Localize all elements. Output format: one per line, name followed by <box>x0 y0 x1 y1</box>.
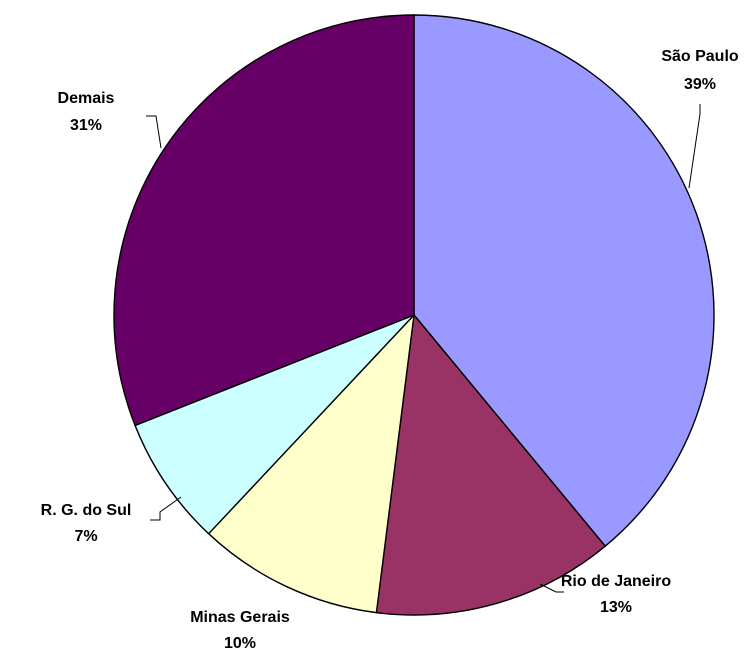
slice-label-minas-gerais: Minas Gerais <box>190 609 290 626</box>
pie-slice-rio-de-janeiro <box>375 313 607 616</box>
leader-lines <box>146 104 701 593</box>
leader-line-r-g-do-sul <box>150 496 182 521</box>
slice-percent-sao-paulo: 39% <box>684 76 716 93</box>
slice-percent-demais: 31% <box>70 117 102 134</box>
slice-label-sao-paulo: São Paulo <box>661 48 739 65</box>
slice-labels: São Paulo 39% Rio de Janeiro 13% Minas Gerai… <box>41 48 739 651</box>
slice-label-demais: Demais <box>58 90 115 107</box>
pie-slices <box>113 14 715 616</box>
slice-percent-rio-de-janeiro: 13% <box>600 599 632 616</box>
pie-slice-r-g-do-sul <box>134 314 415 535</box>
slice-percent-minas-gerais: 10% <box>224 635 256 651</box>
leader-line-rio-de-janeiro <box>539 583 564 593</box>
slice-label-r-g-do-sul: R. G. do Sul <box>41 502 132 519</box>
leader-line-sao-paulo <box>688 104 701 189</box>
slice-percent-r-g-do-sul: 7% <box>74 528 97 545</box>
pie-slice-minas-gerais <box>207 312 415 614</box>
leader-line-demais <box>146 115 162 149</box>
pie-slice-demais <box>113 14 415 427</box>
pie-slice-sao-paulo <box>413 14 715 548</box>
slice-label-rio-de-janeiro: Rio de Janeiro <box>561 573 671 590</box>
